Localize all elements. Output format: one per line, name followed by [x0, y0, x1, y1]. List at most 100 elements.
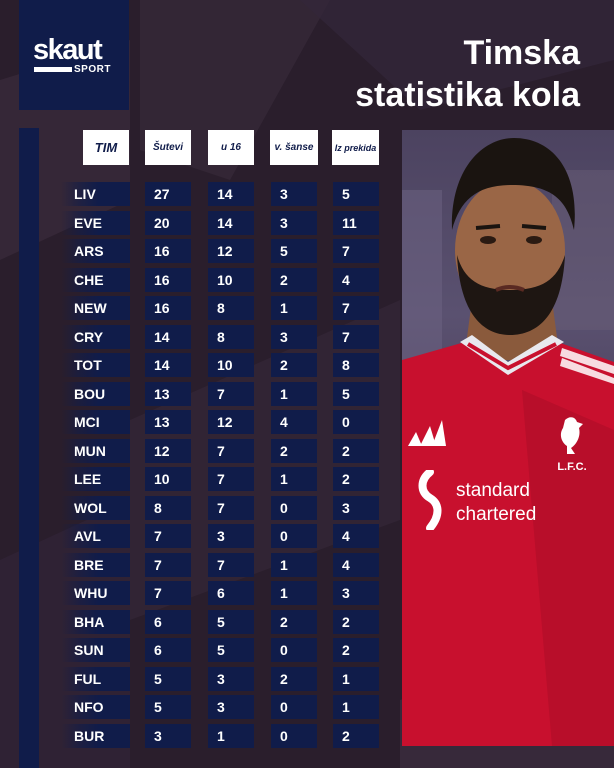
value-u16: 12 — [208, 239, 254, 263]
value-prekida: 2 — [333, 723, 379, 748]
value-sutevi: 7 — [145, 552, 191, 577]
brand-logo: skaut SPORT — [19, 0, 129, 110]
value-sutevi: 6 — [145, 638, 191, 662]
value-prekida: 7 — [333, 239, 379, 263]
table-row: WHU 7 6 1 3 — [0, 581, 614, 605]
team-code: ARS — [61, 239, 130, 263]
brand-subtitle: SPORT — [74, 64, 111, 75]
value-prekida: 5 — [333, 182, 379, 206]
value-sanse: 4 — [271, 410, 317, 434]
team-code: WHU — [61, 581, 130, 605]
sponsor-word-2: chartered — [456, 504, 537, 525]
team-code: WOL — [61, 495, 130, 520]
value-sanse: 1 — [271, 552, 317, 577]
team-code: LIV — [61, 182, 130, 206]
value-u16: 8 — [208, 296, 254, 320]
value-sanse: 0 — [271, 638, 317, 662]
value-prekida: 2 — [333, 438, 379, 463]
value-sutevi: 6 — [145, 609, 191, 634]
value-sanse: 1 — [271, 467, 317, 491]
header-sanse: v. šanse — [270, 130, 318, 165]
table-row: BHA 6 5 2 2 — [0, 609, 614, 634]
table-row: WOL 8 7 0 3 — [0, 495, 614, 520]
value-sanse: 2 — [271, 666, 317, 691]
team-code: MCI — [61, 410, 130, 434]
table-row: MCI 13 12 4 0 — [0, 410, 614, 434]
value-sanse: 3 — [271, 210, 317, 235]
team-code: CRY — [61, 324, 130, 349]
team-code: FUL — [61, 666, 130, 691]
value-sutevi: 8 — [145, 495, 191, 520]
club-crest: L.F.C. — [550, 416, 594, 473]
value-prekida: 1 — [333, 666, 379, 691]
value-sanse: 2 — [271, 609, 317, 634]
header-team: TIM — [83, 130, 129, 165]
value-sutevi: 14 — [145, 353, 191, 377]
value-sanse: 2 — [271, 267, 317, 292]
value-u16: 7 — [208, 438, 254, 463]
shirt-sponsor: standard chartered — [410, 470, 610, 530]
value-prekida: 4 — [333, 552, 379, 577]
value-sutevi: 10 — [145, 467, 191, 491]
value-sanse: 1 — [271, 381, 317, 406]
team-code: CHE — [61, 267, 130, 292]
value-prekida: 2 — [333, 638, 379, 662]
table-row: LEE 10 7 1 2 — [0, 467, 614, 491]
value-sanse: 2 — [271, 353, 317, 377]
table-row: FUL 5 3 2 1 — [0, 666, 614, 691]
value-prekida: 7 — [333, 324, 379, 349]
value-u16: 1 — [208, 723, 254, 748]
team-code: BUR — [61, 723, 130, 748]
team-code: AVL — [61, 524, 130, 548]
value-prekida: 1 — [333, 695, 379, 719]
value-sanse: 0 — [271, 723, 317, 748]
value-prekida: 8 — [333, 353, 379, 377]
team-code: TOT — [61, 353, 130, 377]
value-sutevi: 27 — [145, 182, 191, 206]
value-u16: 5 — [208, 609, 254, 634]
value-u16: 3 — [208, 695, 254, 719]
page-title-line-2: statistika kola — [355, 76, 580, 114]
team-code: BRE — [61, 552, 130, 577]
value-sutevi: 16 — [145, 296, 191, 320]
value-sutevi: 14 — [145, 324, 191, 349]
header-sutevi: Šutevi — [145, 130, 191, 165]
table-row: AVL 7 3 0 4 — [0, 524, 614, 548]
table-row: TOT 14 10 2 8 — [0, 353, 614, 377]
value-u16: 10 — [208, 353, 254, 377]
table-row: CHE 16 10 2 4 — [0, 267, 614, 292]
value-prekida: 4 — [333, 524, 379, 548]
table-row: NFO 5 3 0 1 — [0, 695, 614, 719]
value-u16: 7 — [208, 381, 254, 406]
brand-underline — [34, 67, 72, 72]
value-sutevi: 20 — [145, 210, 191, 235]
value-sutevi: 5 — [145, 695, 191, 719]
table-row: BRE 7 7 1 4 — [0, 552, 614, 577]
value-prekida: 11 — [333, 210, 379, 235]
value-sutevi: 13 — [145, 381, 191, 406]
sponsor-logo-icon — [418, 470, 442, 530]
value-sutevi: 5 — [145, 666, 191, 691]
team-code: MUN — [61, 438, 130, 463]
table-row: CRY 14 8 3 7 — [0, 324, 614, 349]
adidas-stripes-icon — [408, 420, 446, 446]
sponsor-word-1: standard — [456, 480, 530, 501]
value-u16: 7 — [208, 467, 254, 491]
team-code: NFO — [61, 695, 130, 719]
team-code: NEW — [61, 296, 130, 320]
value-sanse: 1 — [271, 296, 317, 320]
value-u16: 14 — [208, 210, 254, 235]
value-prekida: 0 — [333, 410, 379, 434]
club-initials: L.F.C. — [557, 461, 587, 473]
table-row: LIV 27 14 3 5 — [0, 182, 614, 206]
liverbird-crest-icon — [560, 417, 583, 454]
value-sutevi: 16 — [145, 267, 191, 292]
value-u16: 3 — [208, 666, 254, 691]
value-prekida: 2 — [333, 467, 379, 491]
table-row: ARS 16 12 5 7 — [0, 239, 614, 263]
value-u16: 6 — [208, 581, 254, 605]
value-sanse: 2 — [271, 438, 317, 463]
value-u16: 7 — [208, 495, 254, 520]
value-sutevi: 3 — [145, 723, 191, 748]
left-accent-stripe — [19, 128, 39, 768]
